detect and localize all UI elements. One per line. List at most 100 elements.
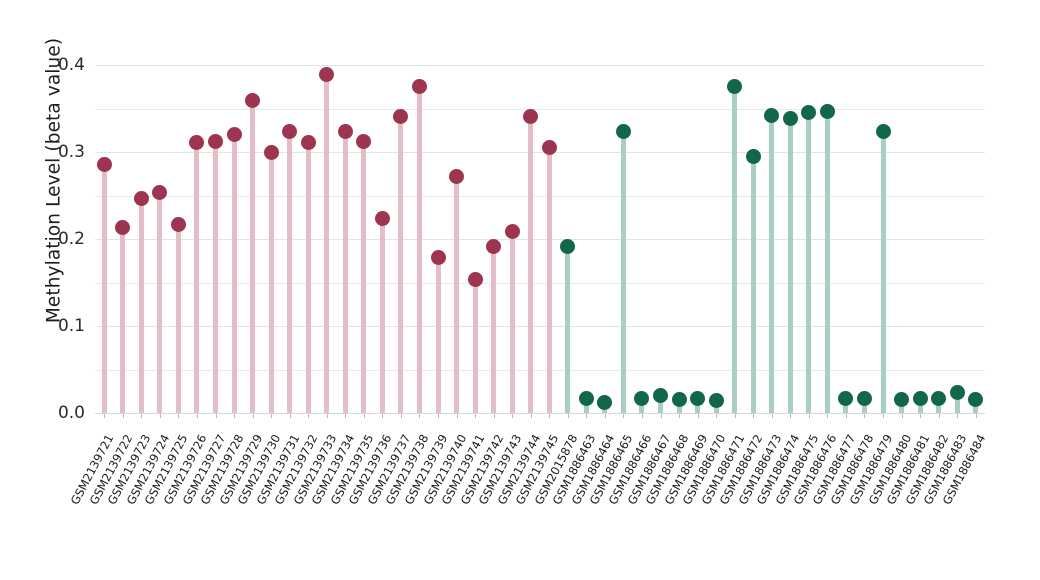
stem-line — [342, 131, 348, 413]
data-point-marker[interactable] — [912, 390, 928, 406]
data-point-marker[interactable] — [393, 108, 409, 124]
x-axis-tick-mark — [771, 414, 773, 418]
data-point-marker[interactable] — [931, 390, 947, 406]
gridline-major — [95, 239, 985, 240]
data-point-marker[interactable] — [838, 390, 854, 406]
data-point-marker[interactable] — [467, 271, 483, 287]
x-axis-tick-mark — [920, 414, 922, 418]
stem-line — [769, 115, 775, 413]
x-axis-tick-mark — [864, 414, 866, 418]
x-axis-tick-mark — [790, 414, 792, 418]
stem-line — [806, 112, 812, 413]
x-axis-tick-mark — [975, 414, 977, 418]
stem-line — [175, 224, 181, 413]
data-point-marker[interactable] — [504, 223, 520, 239]
data-point-marker[interactable] — [634, 390, 650, 406]
x-axis-tick-mark — [827, 414, 829, 418]
x-axis-tick-mark — [196, 414, 198, 418]
data-point-marker[interactable] — [430, 249, 446, 265]
data-point-marker[interactable] — [152, 185, 168, 201]
gridline-minor — [95, 108, 985, 110]
data-point-marker[interactable] — [764, 107, 780, 123]
stem-line — [268, 152, 274, 413]
data-point-marker[interactable] — [949, 385, 965, 401]
stem-line — [324, 74, 330, 413]
stem-line — [528, 116, 534, 413]
y-axis-tick-labels: 0.0 0.1 0.2 0.3 0.4 — [30, 55, 124, 423]
data-point-marker[interactable] — [819, 103, 835, 119]
stem-line — [546, 147, 552, 413]
data-point-marker[interactable] — [96, 156, 112, 172]
x-axis-tick-mark — [604, 414, 606, 418]
data-point-marker[interactable] — [597, 395, 613, 411]
data-point-marker[interactable] — [653, 388, 669, 404]
data-point-marker[interactable] — [245, 93, 261, 109]
data-point-marker[interactable] — [356, 134, 372, 150]
data-point-marker[interactable] — [968, 391, 984, 407]
data-point-marker[interactable] — [782, 111, 798, 127]
data-point-marker[interactable] — [189, 134, 205, 150]
x-axis-tick-labels: GSM2139721 GSM2139722 GSM2139723 GSM2139724… — [68, 414, 988, 564]
plot-area — [95, 65, 985, 414]
data-point-marker[interactable] — [319, 67, 335, 83]
stem-line — [194, 142, 200, 413]
stem-line — [750, 156, 756, 413]
data-point-marker[interactable] — [875, 124, 891, 140]
stem-line — [880, 131, 886, 413]
data-point-marker[interactable] — [560, 239, 576, 255]
x-axis-tick-mark — [753, 414, 755, 418]
x-axis-tick-mark — [475, 414, 477, 418]
x-axis-tick-mark — [326, 414, 328, 418]
stem-line — [787, 118, 793, 413]
gridline-major — [95, 65, 985, 66]
data-point-marker[interactable] — [708, 393, 724, 409]
y-axis-tick-label: 0.3 — [57, 142, 85, 162]
stem-line — [250, 100, 256, 413]
x-axis-tick-mark — [697, 414, 699, 418]
data-point-marker[interactable] — [801, 105, 817, 121]
x-axis-baseline — [95, 413, 985, 414]
data-point-marker[interactable] — [170, 216, 186, 232]
data-point-marker[interactable] — [449, 168, 465, 184]
x-axis-tick-mark — [586, 414, 588, 418]
data-point-marker[interactable] — [208, 134, 224, 150]
data-point-marker[interactable] — [523, 108, 539, 124]
stem-line — [435, 257, 441, 413]
x-axis-tick-mark — [141, 414, 143, 418]
y-axis-tick-label: 0.0 — [57, 403, 85, 423]
data-point-marker[interactable] — [282, 124, 298, 140]
data-point-marker[interactable] — [578, 390, 594, 406]
stem-line — [138, 198, 144, 413]
stem-line — [658, 395, 664, 413]
x-axis-tick-mark — [122, 414, 124, 418]
x-axis-tick-mark — [234, 414, 236, 418]
data-point-marker[interactable] — [727, 79, 743, 95]
x-axis-tick-mark — [419, 414, 421, 418]
data-point-marker[interactable] — [226, 127, 242, 143]
data-point-marker[interactable] — [486, 239, 502, 255]
data-point-marker[interactable] — [115, 220, 131, 236]
data-point-marker[interactable] — [133, 190, 149, 206]
data-point-marker[interactable] — [263, 144, 279, 160]
x-axis-tick-mark — [345, 414, 347, 418]
stem-line — [361, 141, 367, 413]
data-point-marker[interactable] — [671, 391, 687, 407]
data-point-marker[interactable] — [690, 390, 706, 406]
x-axis-tick-mark — [363, 414, 365, 418]
gridline-major — [95, 152, 985, 153]
data-point-marker[interactable] — [615, 124, 631, 140]
y-axis-tick-label: 0.1 — [57, 316, 85, 336]
stem-line — [305, 142, 311, 413]
data-point-marker[interactable] — [745, 148, 761, 164]
data-point-marker[interactable] — [856, 390, 872, 406]
x-axis-tick-mark — [252, 414, 254, 418]
data-point-marker[interactable] — [337, 124, 353, 140]
x-axis-tick-mark — [289, 414, 291, 418]
stem-line — [231, 134, 237, 413]
data-point-marker[interactable] — [374, 210, 390, 226]
data-point-marker[interactable] — [300, 134, 316, 150]
data-point-marker[interactable] — [541, 140, 557, 156]
data-point-marker[interactable] — [894, 391, 910, 407]
data-point-marker[interactable] — [411, 79, 427, 95]
x-axis-tick-mark — [159, 414, 161, 418]
